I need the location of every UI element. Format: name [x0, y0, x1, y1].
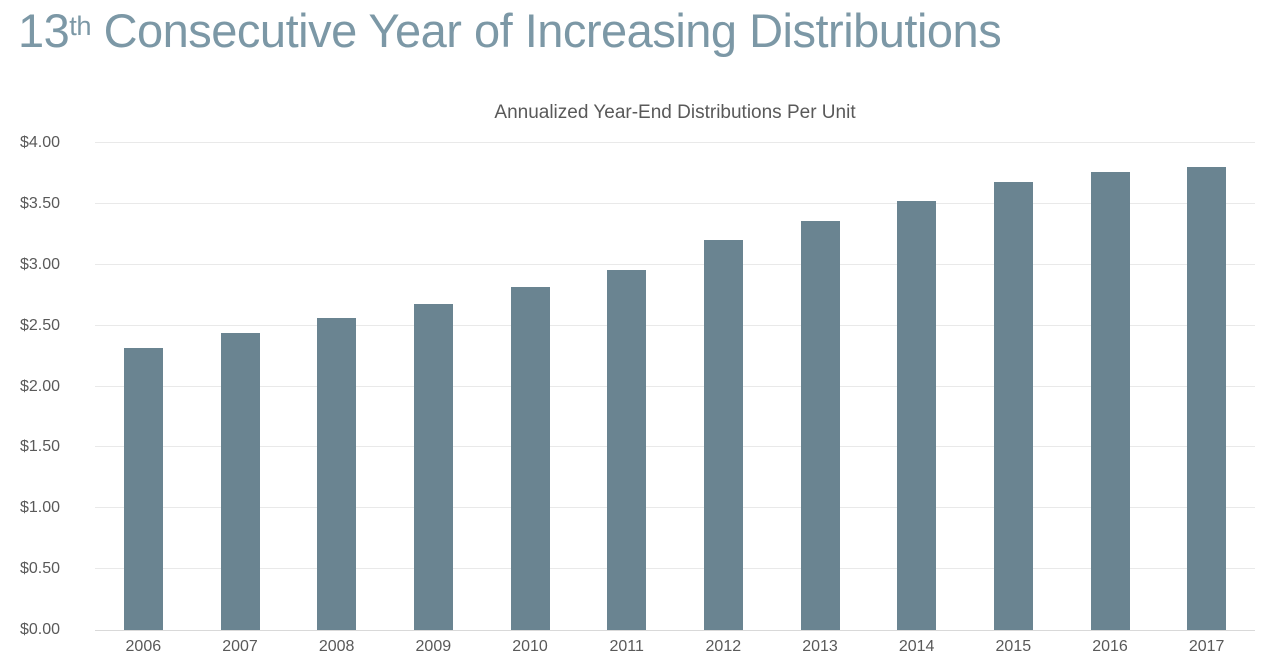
- y-tick-label: $1.00: [19, 499, 60, 517]
- y-tick-label: $2.50: [19, 316, 60, 334]
- x-tick-label: 2006: [125, 638, 162, 655]
- y-tick-label: $3.00: [19, 255, 60, 273]
- x-tick-label: 2011: [609, 638, 644, 655]
- bar-2009: [413, 303, 453, 630]
- bar-2011: [607, 269, 647, 630]
- x-tick-label: 2013: [802, 638, 838, 655]
- x-tick-label: 2010: [512, 638, 548, 655]
- x-tick-label: 2012: [705, 638, 742, 655]
- slide-title: 13th Consecutive Year of Increasing Dist…: [18, 0, 1002, 66]
- gridline: [95, 568, 1255, 570]
- gridline: [95, 446, 1255, 448]
- bar-2006: [123, 347, 163, 630]
- gridline: [95, 263, 1255, 265]
- slide-title-rest: Consecutive Year of Increasing Distribut…: [91, 4, 1002, 57]
- bar-2012: [703, 240, 743, 630]
- y-tick-label: $3.50: [19, 194, 60, 212]
- gridline: [95, 142, 1255, 143]
- y-tick-label: $4.00: [19, 134, 60, 151]
- bar-2017: [1187, 167, 1227, 630]
- y-tick-label: $0.50: [19, 560, 60, 578]
- y-tick-label: $1.50: [19, 438, 60, 456]
- bar-2015: [993, 181, 1033, 630]
- bar-2008: [317, 318, 357, 630]
- x-axis-line: [95, 630, 1255, 631]
- x-tick-label: 2008: [318, 638, 355, 655]
- x-tick-label: 2015: [995, 638, 1032, 655]
- chart-title: Annualized Year-End Distributions Per Un…: [494, 102, 856, 123]
- bar-2013: [800, 220, 840, 630]
- plot-area: $0.00 $0.50 $1.00 $1.50 $2.00 $2.50 $3.00 $3.50…: [20, 134, 1255, 655]
- x-tick-label: 2016: [1092, 638, 1128, 655]
- x-tick-label: 2007: [222, 638, 258, 655]
- bar-chart: Annualized Year-End Distributions Per Un…: [0, 80, 1273, 668]
- slide-title-ordinal: th: [69, 9, 92, 41]
- gridline: [95, 324, 1255, 326]
- bar-2016: [1090, 172, 1130, 630]
- bar-2007: [220, 332, 260, 630]
- bar-2014: [897, 201, 937, 630]
- y-tick-label: $0.00: [19, 621, 60, 638]
- slide-title-number: 13: [18, 4, 70, 57]
- y-tick-label: $2.00: [19, 377, 60, 395]
- gridline: [95, 507, 1255, 509]
- x-tick-label: 2009: [415, 638, 452, 655]
- gridline: [95, 202, 1255, 204]
- x-tick-label: 2014: [898, 638, 935, 655]
- bar-2010: [510, 286, 550, 630]
- gridline: [95, 385, 1255, 387]
- x-tick-label: 2017: [1188, 638, 1225, 655]
